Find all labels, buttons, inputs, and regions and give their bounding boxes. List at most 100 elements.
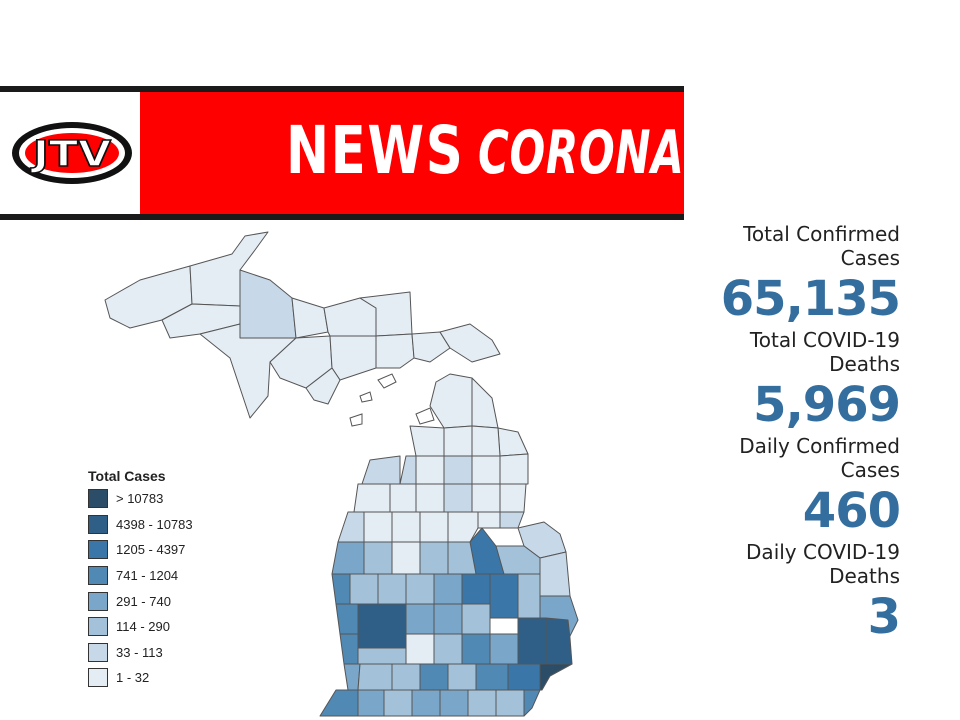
lower-peninsula	[320, 374, 578, 716]
county	[336, 604, 358, 634]
legend-item: > 10783	[88, 486, 248, 512]
logo-text: JTV	[29, 134, 111, 175]
county	[378, 574, 406, 604]
legend-swatch	[88, 566, 108, 585]
county	[462, 604, 490, 634]
county	[410, 426, 444, 456]
county	[384, 690, 412, 716]
stat-label: Daily Confirmed	[660, 434, 900, 458]
county	[444, 426, 472, 456]
stat-label: Total Confirmed	[660, 222, 900, 246]
county	[430, 374, 472, 428]
legend-label: 114 - 290	[116, 619, 170, 634]
daily-cases-value: 460	[660, 482, 900, 540]
county	[354, 484, 390, 512]
county	[416, 456, 444, 484]
county	[472, 484, 500, 512]
county	[332, 574, 350, 604]
legend-label: 4398 - 10783	[116, 517, 193, 532]
total-deaths-value: 5,969	[660, 376, 900, 434]
legend-label: > 10783	[116, 491, 163, 506]
county	[518, 574, 540, 618]
legend-swatch	[88, 592, 108, 611]
daily-deaths-block: Daily COVID-19 Deaths 3	[660, 540, 900, 646]
county	[546, 618, 572, 664]
stats-panel: Total Confirmed Cases 65,135 Total COVID…	[660, 222, 900, 646]
county	[406, 574, 434, 604]
county	[400, 456, 416, 484]
county	[472, 456, 500, 484]
banner-background: JTV NEWS CORONAVIRUS	[0, 92, 684, 214]
legend-item: 33 - 113	[88, 640, 248, 666]
legend-label: 1205 - 4397	[116, 542, 185, 557]
daily-cases-block: Daily Confirmed Cases 460	[660, 434, 900, 540]
county	[240, 270, 296, 338]
daily-deaths-value: 3	[660, 588, 900, 646]
legend-swatch	[88, 489, 108, 508]
county	[392, 512, 420, 542]
county	[420, 542, 448, 574]
stat-label: Cases	[660, 458, 900, 482]
county	[490, 634, 518, 664]
county	[364, 512, 392, 542]
county	[444, 456, 472, 484]
legend-swatch	[88, 643, 108, 662]
county	[392, 542, 420, 574]
county	[508, 664, 540, 690]
county	[434, 604, 462, 634]
county	[320, 690, 358, 716]
county	[292, 298, 328, 338]
legend-item: 114 - 290	[88, 614, 248, 640]
county	[518, 618, 546, 664]
county	[434, 574, 462, 604]
county	[412, 690, 440, 716]
county	[448, 664, 476, 690]
county	[462, 574, 490, 604]
county	[330, 336, 376, 380]
county	[340, 634, 358, 664]
jtv-logo: JTV	[10, 120, 134, 186]
legend-item: 741 - 1204	[88, 563, 248, 589]
total-deaths-block: Total COVID-19 Deaths 5,969	[660, 328, 900, 434]
legend-item: 4398 - 10783	[88, 512, 248, 538]
legend-swatch	[88, 515, 108, 534]
county	[496, 690, 524, 716]
county	[472, 426, 500, 456]
county	[392, 664, 420, 690]
stat-label: Deaths	[660, 564, 900, 588]
county	[358, 604, 406, 648]
county	[406, 604, 434, 634]
county	[332, 542, 364, 574]
legend-swatch	[88, 540, 108, 559]
county	[500, 454, 528, 484]
county	[476, 664, 508, 690]
stat-label: Total COVID-19	[660, 328, 900, 352]
legend-swatch	[88, 617, 108, 636]
county	[498, 428, 528, 456]
stat-label: Cases	[660, 246, 900, 270]
county	[468, 690, 496, 716]
total-confirmed-value: 65,135	[660, 270, 900, 328]
county	[462, 634, 490, 664]
topic-label: CORONAVIRUS	[478, 108, 830, 198]
county	[420, 664, 448, 690]
county	[440, 690, 468, 716]
county	[364, 542, 392, 574]
county	[390, 484, 416, 512]
islands	[350, 374, 434, 426]
legend-item: 1 - 32	[88, 665, 248, 691]
stat-label: Daily COVID-19	[660, 540, 900, 564]
county	[416, 484, 444, 512]
county	[362, 456, 400, 484]
legend-item: 1205 - 4397	[88, 537, 248, 563]
county	[376, 334, 414, 368]
county	[350, 574, 378, 604]
legend-title: Total Cases	[88, 466, 248, 486]
county	[540, 664, 572, 690]
county	[434, 634, 462, 664]
stat-label: Deaths	[660, 352, 900, 376]
news-label: NEWS	[286, 106, 464, 196]
legend-swatch	[88, 668, 108, 687]
legend-label: 1 - 32	[116, 670, 149, 685]
county	[490, 574, 518, 618]
